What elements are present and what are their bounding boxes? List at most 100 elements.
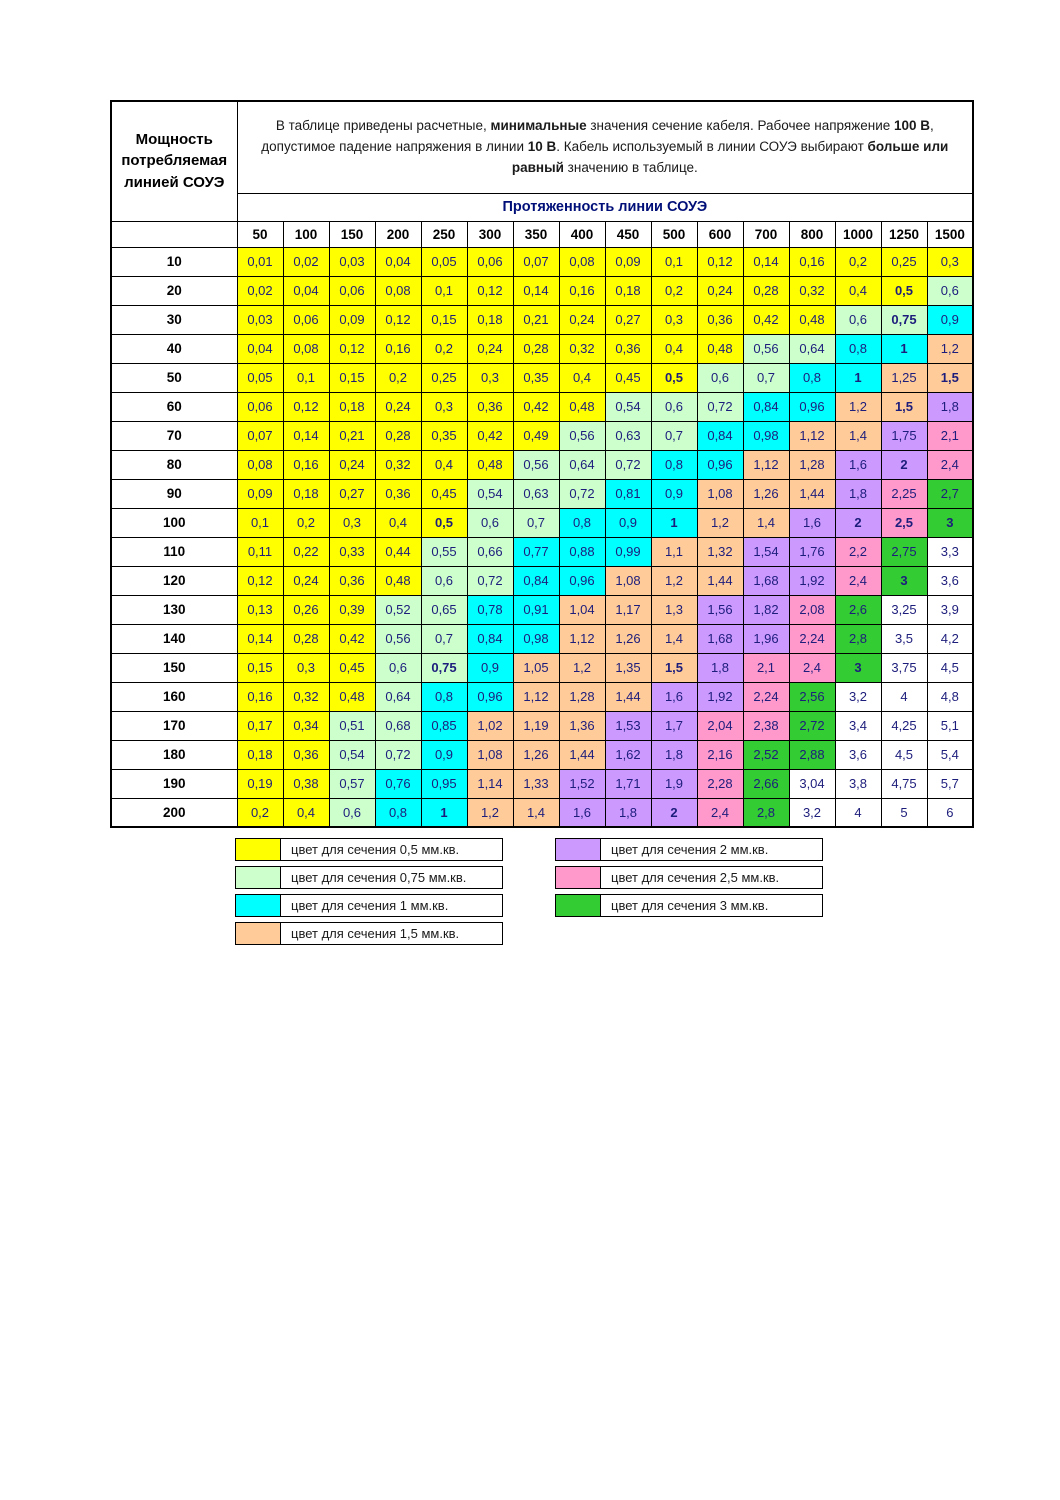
value-cell: 4,2 [926,623,974,654]
value-cell: 0,35 [512,362,560,393]
value-cell: 2 [650,797,698,828]
value-cell: 0,8 [420,681,468,712]
table-row: 40 0,04 0,08 0,12 0,16 0,2 0,24 0,28 0,32 0,36 0,4… [110,333,974,364]
value-cell: 0,54 [604,391,652,422]
value-cell: 0,96 [558,565,606,596]
value-cell: 0,19 [236,768,284,799]
legend-color-swatch [555,866,601,889]
value-cell: 0,28 [742,275,790,306]
value-cell: 1,1 [650,536,698,567]
legend-label: цвет для сечения 1 мм.кв. [281,894,503,917]
value-cell: 2,38 [742,710,790,741]
value-cell: 0,7 [512,507,560,538]
value-cell: 1 [420,797,468,828]
value-cell: 0,24 [696,275,744,306]
value-cell: 1,44 [604,681,652,712]
value-cell: 1,6 [834,449,882,480]
length-col-header: 50 [236,220,284,248]
legend-label: цвет для сечения 0,75 мм.кв. [281,866,503,889]
value-cell: 3,75 [880,652,928,683]
legend-color-swatch [235,866,281,889]
value-cell: 5,4 [926,739,974,770]
value-cell: 3,9 [926,594,974,625]
value-cell: 0,15 [328,362,376,393]
value-cell: 0,09 [236,478,284,509]
value-cell: 0,21 [328,420,376,451]
value-cell: 0,15 [236,652,284,683]
legend-item: цвет для сечения 1 мм.кв. [235,894,503,917]
value-cell: 1,19 [512,710,560,741]
value-cell: 3,25 [880,594,928,625]
value-cell: 0,84 [466,623,514,654]
value-cell: 1,2 [650,565,698,596]
value-cell: 0,91 [512,594,560,625]
value-cell: 1,2 [926,333,974,364]
value-cell: 0,3 [328,507,376,538]
value-cell: 1,17 [604,594,652,625]
value-cell: 4,5 [880,739,928,770]
value-cell: 0,32 [374,449,422,480]
table-wrap: Мощность потребляемая линией СОУЭ В табл… [110,100,975,828]
value-cell: 0,24 [558,304,606,335]
length-col-header: 400 [558,220,606,248]
value-cell: 0,06 [282,304,330,335]
value-cell: 2,4 [696,797,744,828]
legend-color-swatch [555,838,601,861]
value-cell: 0,8 [788,362,836,393]
value-cell: 0,49 [512,420,560,451]
value-cell: 1,5 [926,362,974,393]
value-cell: 0,84 [512,565,560,596]
value-cell: 2,4 [834,565,882,596]
value-cell: 0,08 [374,275,422,306]
value-cell: 1,68 [742,565,790,596]
value-cell: 0,05 [236,362,284,393]
value-cell: 1,92 [696,681,744,712]
value-cell: 1,36 [558,710,606,741]
value-cell: 0,4 [374,507,422,538]
value-cell: 0,84 [696,420,744,451]
power-row-header: 110 [110,536,238,567]
value-cell: 0,75 [880,304,928,335]
value-cell: 1 [650,507,698,538]
value-cell: 0,6 [328,797,376,828]
value-cell: 0,2 [420,333,468,364]
value-cell: 0,45 [604,362,652,393]
length-col-header: 1000 [834,220,882,248]
value-cell: 0,76 [374,768,422,799]
table-row: 50 0,05 0,1 0,15 0,2 0,25 0,3 0,35 0,4 0,45 0,5 0,6… [110,362,974,393]
value-cell: 1,82 [742,594,790,625]
value-cell: 0,51 [328,710,376,741]
value-cell: 0,45 [328,652,376,683]
value-cell: 0,06 [466,246,514,277]
legend-right-column: цвет для сечения 2 мм.кв. цвет для сечени… [555,838,823,922]
value-cell: 0,16 [374,333,422,364]
value-cell: 4,25 [880,710,928,741]
corner-cell [110,220,238,248]
value-cell: 0,24 [328,449,376,480]
value-cell: 0,34 [282,710,330,741]
value-cell: 2,16 [696,739,744,770]
table-row: 130 0,13 0,26 0,39 0,52 0,65 0,78 0,91 1,04 1,17 1… [110,594,974,625]
value-cell: 0,16 [236,681,284,712]
value-cell: 2,28 [696,768,744,799]
value-cell: 0,28 [282,623,330,654]
value-cell: 0,16 [788,246,836,277]
table-row: 30 0,03 0,06 0,09 0,12 0,15 0,18 0,21 0,24 0,27 0,… [110,304,974,335]
value-cell: 0,48 [788,304,836,335]
value-cell: 0,07 [236,420,284,451]
value-cell: 0,56 [742,333,790,364]
value-cell: 1,26 [512,739,560,770]
table-row: 160 0,16 0,32 0,48 0,64 0,8 0,96 1,12 1,28 1,44 1,… [110,681,974,712]
note-segment: значения сечение кабеля. Рабочее напряже… [586,117,895,133]
value-cell: 0,56 [512,449,560,480]
value-cell: 0,48 [466,449,514,480]
value-cell: 6 [926,797,974,828]
value-cell: 0,24 [282,565,330,596]
value-cell: 0,39 [328,594,376,625]
value-cell: 5,7 [926,768,974,799]
legend-item: цвет для сечения 3 мм.кв. [555,894,823,917]
value-cell: 0,63 [512,478,560,509]
power-row-header: 20 [110,275,238,306]
note-segment: . Кабель используемый в линии СОУЭ выбир… [556,138,868,154]
value-cell: 1,12 [788,420,836,451]
